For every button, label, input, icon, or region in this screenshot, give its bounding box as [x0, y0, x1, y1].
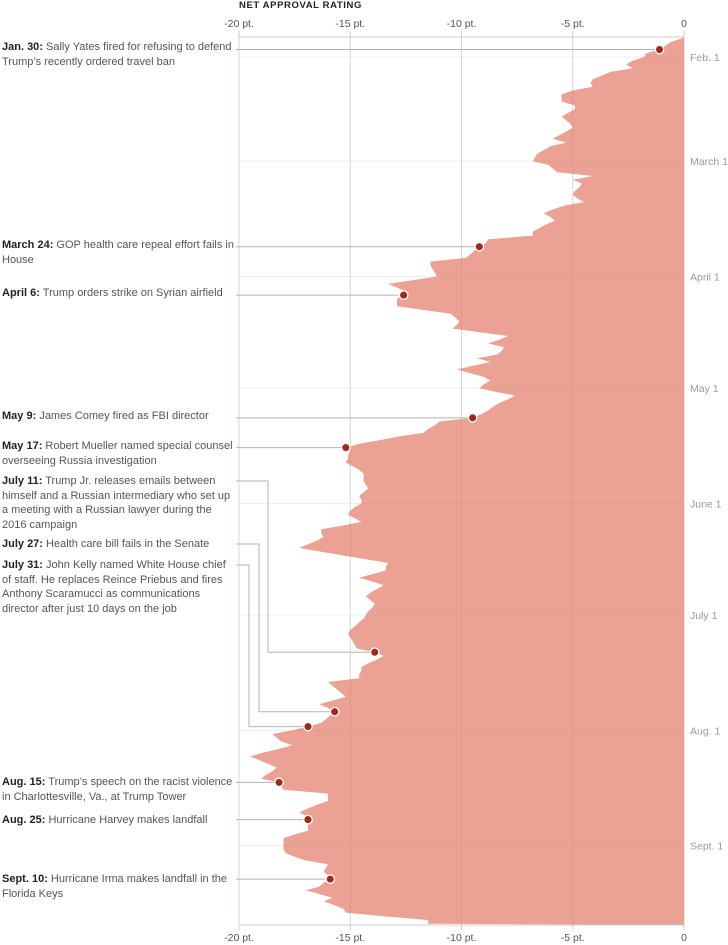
- event-dot: [274, 777, 284, 788]
- event-text: Trump’s speech on the racist violence in…: [2, 776, 233, 803]
- event-dot: [398, 290, 409, 300]
- top-tick-label: -20 pt.: [224, 18, 254, 30]
- event-date: Sept. 10:: [2, 873, 48, 885]
- chart-title: NET APPROVAL RATING: [239, 0, 362, 11]
- event-date: March 24:: [2, 239, 54, 251]
- month-label: March 1: [690, 156, 728, 168]
- event-dot: [467, 412, 478, 423]
- event-annotation: July 27: Health care bill fails in the S…: [2, 537, 237, 552]
- event-dot: [303, 721, 313, 732]
- event-annotation: Aug. 25: Hurricane Harvey makes landfall: [2, 813, 237, 828]
- event-text: Hurricane Irma makes landfall in the Flo…: [2, 873, 227, 900]
- event-date: July 31:: [2, 559, 43, 571]
- month-label: Sept. 1: [690, 841, 723, 853]
- event-dot: [325, 874, 336, 884]
- event-date: May 9:: [2, 410, 37, 422]
- event-text: Robert Mueller named special counsel ove…: [2, 440, 233, 467]
- bottom-tick-label: -15 pt.: [335, 932, 365, 944]
- event-date: Jan. 30:: [2, 41, 43, 53]
- month-label: July 1: [690, 610, 718, 622]
- event-annotation: Aug. 15: Trump’s speech on the racist vi…: [2, 775, 237, 804]
- event-annotation: Sept. 10: Hurricane Irma makes landfall …: [2, 872, 237, 901]
- bottom-tick-label: -10 pt.: [447, 932, 477, 944]
- event-text: Sally Yates fired for refusing to defend…: [2, 41, 232, 68]
- event-text: Trump orders strike on Syrian airfield: [42, 287, 223, 299]
- top-tick-label: 0: [681, 18, 687, 30]
- month-label: June 1: [690, 498, 722, 510]
- event-annotation: July 31: John Kelly named White House ch…: [2, 558, 237, 616]
- event-dot: [340, 442, 351, 453]
- event-text: Health care bill fails in the Senate: [46, 538, 210, 550]
- month-label: Feb. 1: [690, 52, 720, 64]
- event-leader-line: [236, 480, 375, 653]
- event-annotation: March 24: GOP health care repeal effort …: [2, 238, 237, 267]
- event-annotation: May 9: James Comey fired as FBI director: [2, 409, 237, 424]
- event-date: Aug. 15:: [2, 776, 46, 788]
- event-annotation: May 17: Robert Mueller named special cou…: [2, 439, 237, 468]
- bottom-tick-label: -5 pt.: [561, 932, 585, 944]
- approval-area: [250, 37, 684, 925]
- event-dot: [474, 241, 485, 252]
- event-leader-line: [236, 543, 335, 713]
- event-dot: [303, 814, 313, 825]
- top-tick-label: -5 pt.: [561, 18, 585, 30]
- event-date: Aug. 25:: [2, 814, 46, 826]
- event-text: Hurricane Harvey makes landfall: [48, 814, 208, 826]
- event-text: John Kelly named White House chief of st…: [2, 559, 226, 615]
- event-annotation: April 6: Trump orders strike on Syrian a…: [2, 286, 237, 301]
- event-text: James Comey fired as FBI director: [39, 410, 209, 422]
- event-dot: [654, 44, 665, 55]
- event-text: Trump Jr. releases emails between himsel…: [2, 475, 231, 531]
- month-label: April 1: [690, 271, 720, 283]
- month-label: Aug. 1: [690, 725, 721, 737]
- bottom-tick-label: -20 pt.: [224, 932, 254, 944]
- event-annotation: July 11: Trump Jr. releases emails betwe…: [2, 474, 237, 532]
- event-date: April 6:: [2, 287, 40, 299]
- event-date: July 27:: [2, 538, 43, 550]
- top-tick-label: -10 pt.: [447, 18, 477, 30]
- event-leader-line: [236, 564, 308, 728]
- event-annotation: Jan. 30: Sally Yates fired for refusing …: [2, 40, 237, 69]
- bottom-tick-label: 0: [681, 932, 687, 944]
- top-tick-label: -15 pt.: [335, 18, 365, 30]
- event-dot: [329, 706, 340, 717]
- event-dot: [369, 647, 380, 658]
- event-date: July 11:: [2, 475, 43, 487]
- event-text: GOP health care repeal effort fails in H…: [2, 239, 234, 266]
- event-date: May 17:: [2, 440, 43, 452]
- month-label: May 1: [690, 383, 719, 395]
